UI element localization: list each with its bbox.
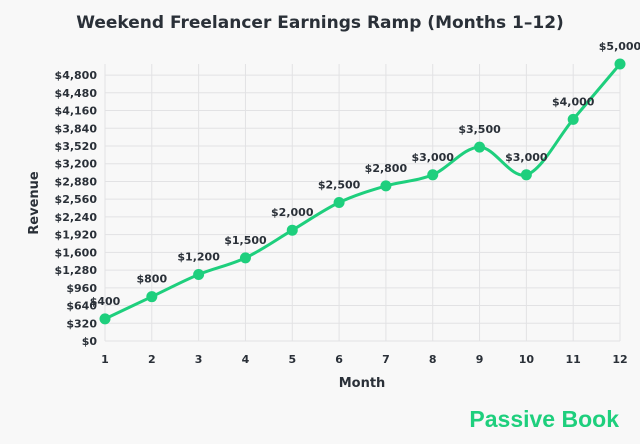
data-point [614, 58, 626, 70]
x-tick-label: 2 [148, 353, 156, 366]
data-label: $5,000 [599, 40, 640, 53]
y-tick-label: $2,240 [55, 211, 98, 224]
x-tick-label: 4 [242, 353, 250, 366]
data-point [146, 291, 158, 303]
data-label: $2,800 [365, 162, 408, 175]
x-tick-label: 10 [519, 353, 535, 366]
y-tick-label: $3,200 [55, 158, 98, 171]
y-tick-label: $0 [82, 335, 98, 348]
y-tick-label: $3,840 [55, 122, 98, 135]
x-tick-label: 9 [476, 353, 484, 366]
data-point [99, 313, 111, 325]
data-point [474, 141, 486, 153]
x-tick-label: 6 [335, 353, 343, 366]
y-tick-label: $1,280 [55, 264, 98, 277]
x-tick-label: 5 [288, 353, 296, 366]
y-tick-label: $4,480 [55, 87, 98, 100]
y-tick-label: $4,800 [55, 69, 98, 82]
data-point [567, 113, 579, 125]
y-axis: $0 $320 $640 $960 $1,280 $1,600 $1,920 $2,240 $2… [55, 69, 98, 348]
watermark-logo: Passive Book [469, 406, 619, 432]
y-tick-label: $2,560 [55, 193, 98, 206]
data-label: $3,500 [458, 123, 501, 136]
data-point [333, 197, 345, 208]
x-tick-label: 3 [195, 353, 203, 366]
data-point [239, 252, 251, 264]
y-tick-label: $2,880 [55, 175, 98, 188]
y-tick-label: $1,920 [55, 229, 98, 242]
y-tick-label: $4,160 [55, 105, 98, 118]
data-label: $3,000 [412, 151, 455, 164]
y-tick-label: $1,600 [55, 246, 98, 259]
series-line [104, 63, 622, 321]
x-tick-label: 8 [429, 353, 437, 366]
grid [104, 64, 621, 342]
data-label: $2,000 [271, 206, 314, 219]
x-tick-label: 11 [566, 353, 581, 366]
data-labels: $400 $800 $1,200 $1,500 $2,000 $2,500 $2,800 $3… [90, 40, 640, 308]
chart-title: Weekend Freelancer Earnings Ramp (Months… [76, 13, 564, 33]
y-tick-label: $3,520 [55, 140, 98, 153]
x-axis: 1 2 3 4 5 6 7 8 9 10 11 12 [101, 353, 627, 366]
x-tick-label: 12 [612, 353, 627, 366]
x-tick-label: 1 [101, 353, 109, 366]
data-point [427, 169, 439, 181]
y-axis-title: Revenue [27, 171, 42, 235]
data-label: $800 [137, 273, 168, 286]
data-label: $2,500 [318, 179, 361, 192]
y-tick-label: $320 [66, 317, 97, 330]
data-point [286, 224, 298, 236]
x-axis-title: Month [339, 376, 386, 391]
y-tick-label: $640 [66, 300, 97, 313]
data-label: $1,200 [177, 251, 220, 264]
data-point [380, 180, 392, 192]
data-label: $3,000 [505, 151, 548, 164]
data-point [193, 269, 205, 281]
y-tick-label: $960 [66, 282, 97, 295]
x-tick-label: 7 [382, 353, 390, 366]
data-point [520, 169, 532, 181]
data-label: $1,500 [224, 234, 267, 247]
data-label: $4,000 [552, 95, 595, 108]
data-label: $400 [90, 295, 121, 308]
data-points [99, 58, 626, 325]
